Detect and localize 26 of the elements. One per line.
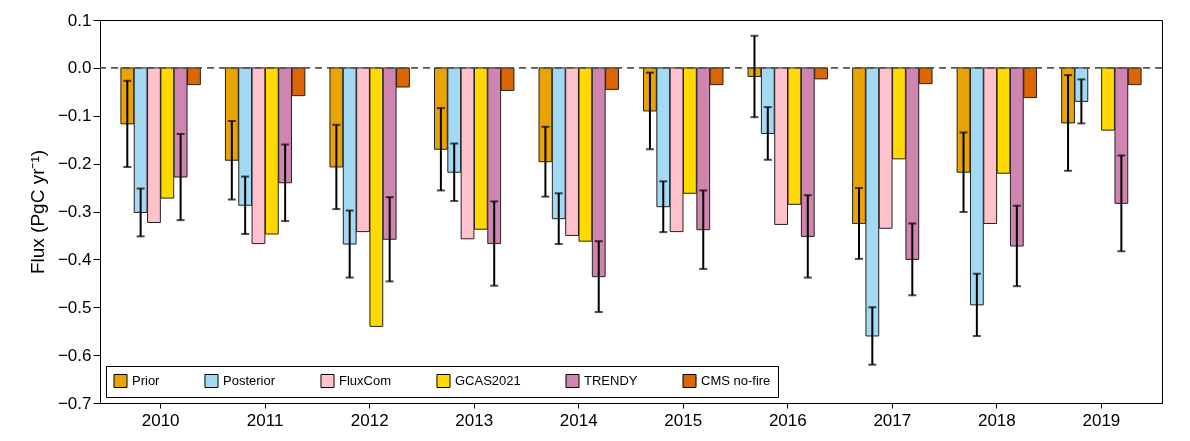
x-tick-label: 2011	[246, 410, 284, 430]
y-axis-title: Flux (PgC yr⁻¹)	[26, 149, 48, 275]
legend-label: GCAS2021	[455, 372, 521, 388]
y-tick-label: −0.2	[57, 154, 92, 174]
legend-label: Posterior	[223, 372, 276, 388]
x-tick-label: 2017	[873, 410, 912, 430]
y-tick-label: −0.5	[57, 297, 92, 317]
x-tick-label: 2019	[1082, 410, 1121, 430]
x-tick-label: 2010	[141, 410, 180, 430]
y-tick-label: 0.0	[67, 58, 92, 78]
x-tick-label: 2012	[350, 410, 389, 430]
x-tick-label: 2013	[455, 410, 494, 430]
legend-label: CMS no-fire	[701, 372, 771, 388]
x-tick-label: 2014	[559, 410, 598, 430]
y-tick-label: −0.6	[57, 345, 92, 365]
legend-label: Prior	[132, 372, 161, 388]
y-tick-label: −0.1	[57, 106, 92, 126]
y-tick-label: −0.3	[57, 202, 92, 221]
legend-label: FluxCom	[339, 372, 392, 388]
x-tick-label: 2015	[664, 410, 703, 430]
x-tick-label: 2018	[977, 410, 1016, 430]
y-tick-label: 0.1	[67, 10, 92, 30]
y-tick-label: −0.4	[57, 249, 92, 269]
legend-label: TRENDY	[584, 372, 638, 388]
y-tick-label: −0.7	[57, 393, 92, 413]
x-tick-label: 2016	[768, 410, 807, 430]
